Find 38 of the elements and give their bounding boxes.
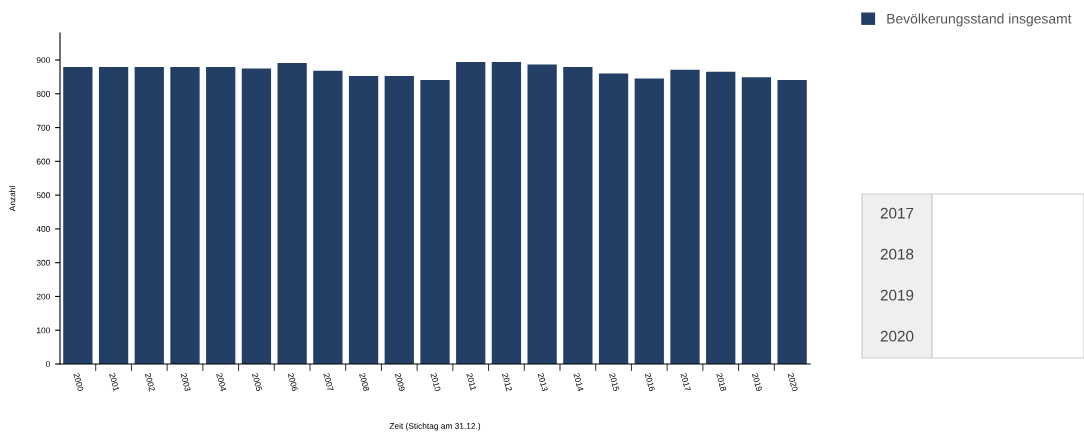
x-tick-label: 2013 bbox=[537, 372, 548, 392]
y-tick-label: 800 bbox=[36, 91, 50, 97]
y-tick-label: 0 bbox=[45, 361, 50, 368]
x-tick-label: 2020 bbox=[787, 372, 798, 392]
x-tick-label: 2001 bbox=[109, 372, 120, 392]
x-axis-title: Zeit (Stichtag am 31.12.) bbox=[389, 422, 481, 431]
y-tick-label: 300 bbox=[36, 259, 50, 266]
x-tick-label: 2012 bbox=[501, 372, 513, 392]
y-axis-title: Anzahl bbox=[9, 186, 16, 212]
y-tick-label: 600 bbox=[36, 158, 50, 165]
y-tick-label: 400 bbox=[36, 226, 50, 232]
x-tick-label: 2016 bbox=[644, 372, 656, 392]
y-tick-label: 700 bbox=[36, 124, 50, 131]
text: 2019 bbox=[880, 289, 914, 301]
x-tick-label: 2000 bbox=[73, 372, 84, 392]
y-tick-label: 100 bbox=[37, 327, 50, 334]
x-tick-label: 2015 bbox=[609, 372, 620, 392]
y-tick-label: 500 bbox=[36, 192, 50, 199]
x-tick-label: 2005 bbox=[251, 372, 263, 392]
y-tick-label: 200 bbox=[36, 293, 50, 300]
x-tick-label: 2003 bbox=[180, 372, 191, 392]
x-tick-label: 2006 bbox=[287, 372, 298, 392]
x-tick-label: 2014 bbox=[573, 372, 584, 392]
x-tick-label: 2008 bbox=[359, 372, 370, 392]
x-tick-label: 2007 bbox=[323, 372, 334, 392]
text: 2018 bbox=[880, 248, 914, 260]
text: 2017 bbox=[880, 207, 914, 219]
text: 2020 bbox=[880, 330, 914, 342]
x-tick-label: 2019 bbox=[751, 372, 763, 392]
x-tick-label: 2004 bbox=[216, 372, 227, 392]
x-tick-label: 2009 bbox=[394, 372, 406, 392]
x-tick-label: 2010 bbox=[430, 372, 441, 392]
y-tick-label: 900 bbox=[36, 57, 50, 64]
x-tick-label: 2017 bbox=[680, 372, 691, 392]
x-tick-label: 2002 bbox=[144, 372, 156, 392]
x-tick-label: 2018 bbox=[716, 372, 727, 392]
legend-label: Bevölkerungsstand insgesamt bbox=[887, 13, 1072, 27]
x-tick-label: 2011 bbox=[466, 372, 477, 391]
